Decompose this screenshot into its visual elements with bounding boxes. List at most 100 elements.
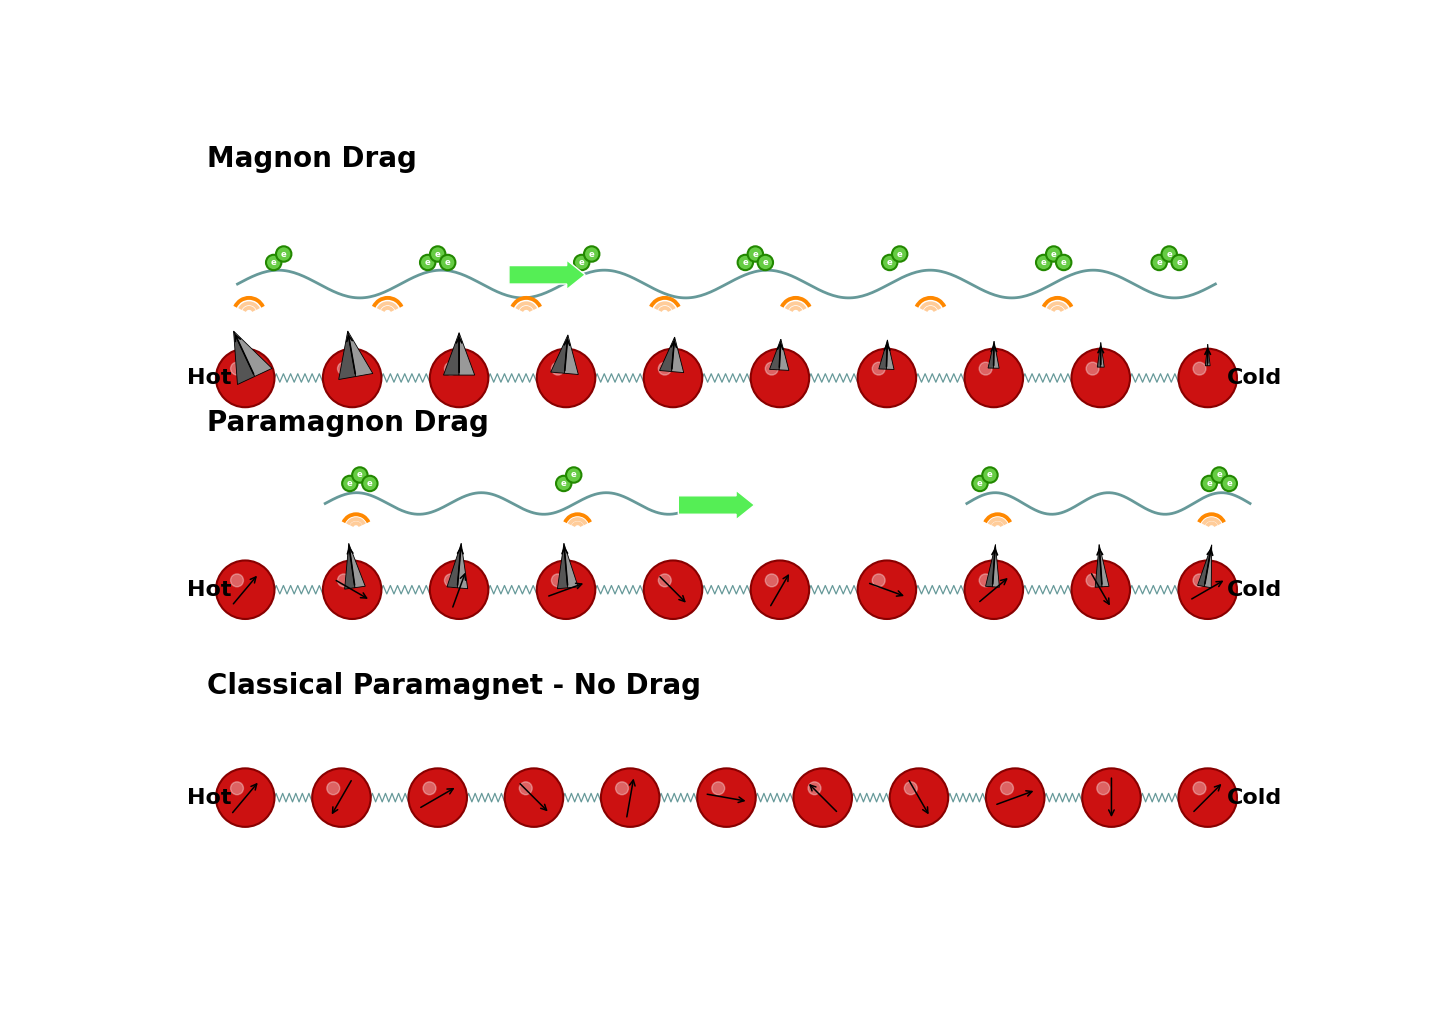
- Circle shape: [266, 255, 281, 270]
- Polygon shape: [769, 339, 780, 370]
- Text: e: e: [435, 249, 441, 258]
- Text: e: e: [1061, 258, 1067, 267]
- Circle shape: [1211, 467, 1227, 482]
- Circle shape: [323, 560, 382, 619]
- Circle shape: [765, 363, 778, 375]
- Circle shape: [600, 768, 660, 827]
- FancyArrow shape: [678, 490, 755, 520]
- Circle shape: [1178, 560, 1237, 619]
- Polygon shape: [660, 337, 674, 372]
- Text: e: e: [560, 479, 566, 488]
- Text: e: e: [743, 258, 749, 267]
- Circle shape: [431, 246, 445, 261]
- Circle shape: [747, 246, 763, 261]
- Text: e: e: [1156, 258, 1162, 267]
- Polygon shape: [444, 332, 459, 375]
- Circle shape: [986, 768, 1044, 827]
- Circle shape: [230, 574, 243, 587]
- Circle shape: [1194, 782, 1205, 794]
- Circle shape: [615, 782, 628, 794]
- Polygon shape: [1204, 545, 1211, 588]
- Text: e: e: [1166, 249, 1172, 258]
- Text: e: e: [579, 258, 585, 267]
- Circle shape: [566, 467, 582, 482]
- Text: e: e: [753, 249, 759, 258]
- Text: e: e: [1207, 479, 1212, 488]
- Text: e: e: [570, 470, 576, 479]
- Text: e: e: [1176, 258, 1182, 267]
- Circle shape: [1097, 782, 1110, 794]
- Circle shape: [230, 363, 243, 375]
- Polygon shape: [459, 332, 475, 375]
- Circle shape: [1045, 246, 1061, 261]
- Circle shape: [216, 768, 275, 827]
- Circle shape: [1001, 782, 1014, 794]
- Polygon shape: [557, 543, 567, 589]
- Polygon shape: [1096, 545, 1102, 588]
- Circle shape: [750, 348, 809, 407]
- Circle shape: [750, 560, 809, 619]
- Text: e: e: [271, 258, 276, 267]
- Circle shape: [504, 768, 563, 827]
- Polygon shape: [1208, 344, 1210, 366]
- Circle shape: [891, 246, 907, 261]
- Polygon shape: [233, 331, 272, 377]
- Circle shape: [873, 574, 886, 587]
- Circle shape: [1201, 476, 1217, 491]
- Polygon shape: [446, 543, 461, 588]
- Circle shape: [1172, 255, 1187, 270]
- Circle shape: [1194, 363, 1205, 375]
- Circle shape: [575, 255, 589, 270]
- Circle shape: [1083, 768, 1140, 827]
- Circle shape: [312, 768, 370, 827]
- Circle shape: [337, 363, 350, 375]
- Circle shape: [343, 476, 357, 491]
- Circle shape: [520, 782, 533, 794]
- Circle shape: [445, 363, 458, 375]
- Circle shape: [445, 574, 458, 587]
- Circle shape: [1056, 255, 1071, 270]
- Text: Classical Paramagnet - No Drag: Classical Paramagnet - No Drag: [207, 672, 701, 700]
- Circle shape: [979, 574, 992, 587]
- Text: e: e: [281, 249, 287, 258]
- Text: Cold: Cold: [1227, 368, 1282, 388]
- Circle shape: [793, 768, 852, 827]
- Polygon shape: [671, 337, 684, 373]
- Circle shape: [1086, 363, 1099, 375]
- Circle shape: [757, 255, 773, 270]
- Text: e: e: [367, 479, 373, 488]
- Circle shape: [556, 476, 572, 491]
- Circle shape: [216, 348, 275, 407]
- Circle shape: [644, 348, 703, 407]
- Text: e: e: [1227, 479, 1233, 488]
- Polygon shape: [348, 543, 366, 588]
- Circle shape: [658, 574, 671, 587]
- Circle shape: [1071, 348, 1130, 407]
- Circle shape: [216, 560, 275, 619]
- Text: Hot: Hot: [187, 788, 232, 807]
- Polygon shape: [887, 340, 894, 370]
- Circle shape: [537, 348, 595, 407]
- Text: e: e: [1041, 258, 1047, 267]
- Circle shape: [429, 348, 488, 407]
- Circle shape: [1152, 255, 1166, 270]
- Circle shape: [1178, 768, 1237, 827]
- Text: e: e: [589, 249, 595, 258]
- Text: Hot: Hot: [187, 368, 232, 388]
- Circle shape: [1035, 255, 1051, 270]
- Circle shape: [585, 246, 599, 261]
- Circle shape: [276, 246, 291, 261]
- Circle shape: [1086, 574, 1099, 587]
- Circle shape: [658, 363, 671, 375]
- Polygon shape: [1198, 545, 1211, 587]
- Circle shape: [711, 782, 724, 794]
- Polygon shape: [1097, 342, 1100, 367]
- Text: e: e: [978, 479, 984, 488]
- Circle shape: [644, 560, 703, 619]
- Circle shape: [965, 348, 1022, 407]
- Polygon shape: [1099, 545, 1109, 587]
- Circle shape: [858, 560, 916, 619]
- Text: e: e: [1051, 249, 1057, 258]
- Text: e: e: [897, 249, 903, 258]
- Text: e: e: [445, 258, 451, 267]
